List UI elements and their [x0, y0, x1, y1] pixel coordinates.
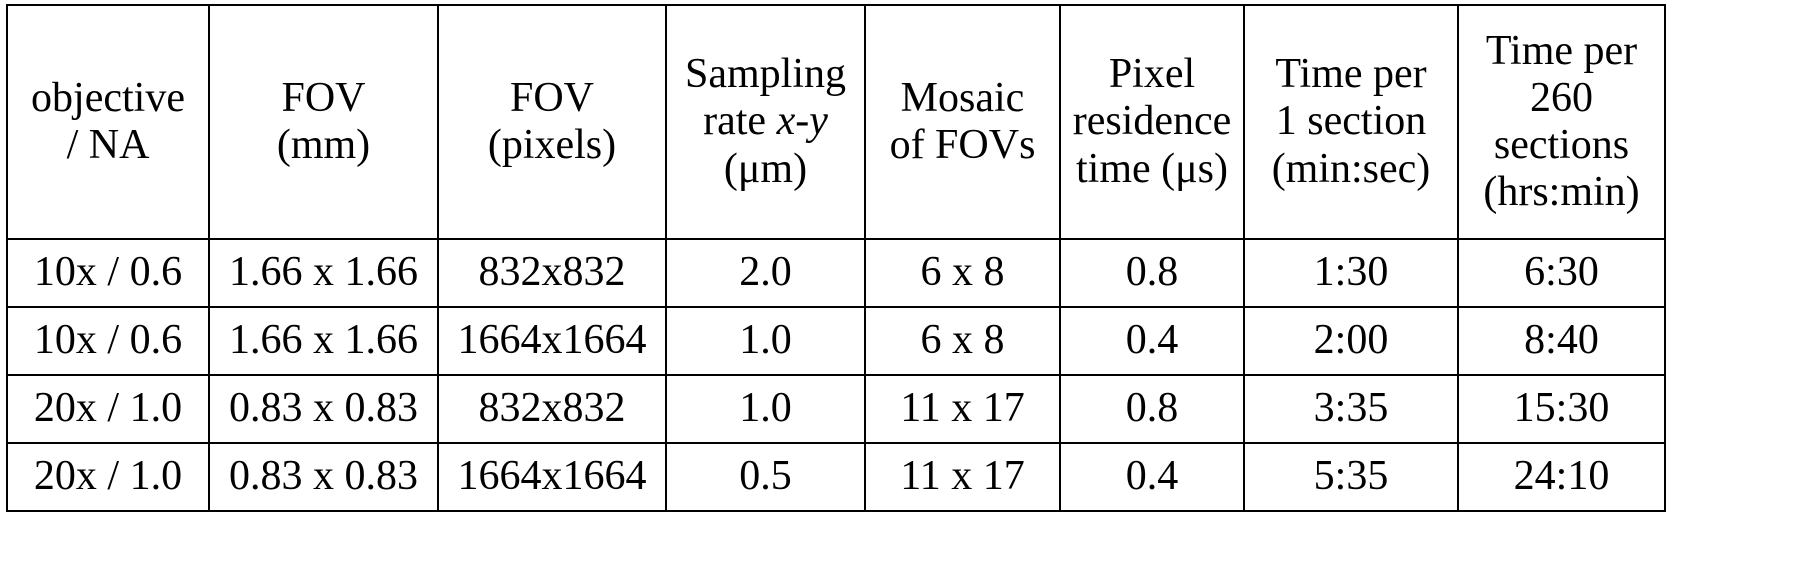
- header-line: Sampling: [667, 51, 864, 98]
- cell-pixel-residence: 0.4: [1060, 307, 1244, 375]
- header-line: (mm): [210, 122, 437, 169]
- header-time-per-260: Time per 260 sections (hrs:min): [1458, 5, 1665, 239]
- cell-time-section: 5:35: [1244, 443, 1458, 511]
- table-row: 10x / 0.6 1.66 x 1.66 832x832 2.0 6 x 8 …: [7, 239, 1665, 307]
- header-line: (pixels): [439, 122, 665, 169]
- cell-mosaic: 11 x 17: [865, 375, 1060, 443]
- header-line: rate x-y: [667, 98, 864, 145]
- header-line: (μm): [667, 146, 864, 193]
- cell-pixel-residence: 0.8: [1060, 239, 1244, 307]
- cell-time-section: 2:00: [1244, 307, 1458, 375]
- header-line: time (μs): [1061, 146, 1243, 193]
- header-row: objective / NA FOV (mm) FOV (pixels) Sam…: [7, 5, 1665, 239]
- cell-sampling-rate: 1.0: [666, 375, 865, 443]
- cell-sampling-rate: 2.0: [666, 239, 865, 307]
- cell-fov-mm: 1.66 x 1.66: [209, 239, 438, 307]
- header-line: Time per: [1459, 28, 1664, 75]
- header-time-per-section: Time per 1 section (min:sec): [1244, 5, 1458, 239]
- cell-objective: 10x / 0.6: [7, 239, 209, 307]
- header-line: 1 section: [1245, 98, 1457, 145]
- cell-time-260: 8:40: [1458, 307, 1665, 375]
- cell-fov-pixels: 832x832: [438, 375, 666, 443]
- header-mosaic: Mosaic of FOVs: [865, 5, 1060, 239]
- cell-sampling-rate: 0.5: [666, 443, 865, 511]
- header-line: Time per: [1245, 51, 1457, 98]
- cell-fov-mm: 1.66 x 1.66: [209, 307, 438, 375]
- data-table: objective / NA FOV (mm) FOV (pixels) Sam…: [6, 4, 1666, 512]
- header-line: (min:sec): [1245, 146, 1457, 193]
- header-line: FOV: [210, 75, 437, 122]
- cell-pixel-residence: 0.8: [1060, 375, 1244, 443]
- cell-time-260: 6:30: [1458, 239, 1665, 307]
- cell-time-260: 15:30: [1458, 375, 1665, 443]
- header-line: residence: [1061, 98, 1243, 145]
- cell-fov-mm: 0.83 x 0.83: [209, 375, 438, 443]
- cell-objective: 20x / 1.0: [7, 375, 209, 443]
- table-row: 10x / 0.6 1.66 x 1.66 1664x1664 1.0 6 x …: [7, 307, 1665, 375]
- header-sampling-rate: Sampling rate x-y (μm): [666, 5, 865, 239]
- table-row: 20x / 1.0 0.83 x 0.83 832x832 1.0 11 x 1…: [7, 375, 1665, 443]
- header-line: Pixel: [1061, 51, 1243, 98]
- header-line: Mosaic: [866, 75, 1059, 122]
- cell-mosaic: 6 x 8: [865, 307, 1060, 375]
- header-line: of FOVs: [866, 122, 1059, 169]
- cell-fov-pixels: 1664x1664: [438, 307, 666, 375]
- header-line: / NA: [8, 122, 208, 169]
- header-line: 260: [1459, 75, 1664, 122]
- cell-fov-mm: 0.83 x 0.83: [209, 443, 438, 511]
- header-fov-mm: FOV (mm): [209, 5, 438, 239]
- header-line: (hrs:min): [1459, 169, 1664, 216]
- cell-time-section: 1:30: [1244, 239, 1458, 307]
- header-pixel-residence: Pixel residence time (μs): [1060, 5, 1244, 239]
- cell-time-260: 24:10: [1458, 443, 1665, 511]
- cell-mosaic: 11 x 17: [865, 443, 1060, 511]
- cell-sampling-rate: 1.0: [666, 307, 865, 375]
- cell-objective: 10x / 0.6: [7, 307, 209, 375]
- header-line: objective: [8, 75, 208, 122]
- table-row: 20x / 1.0 0.83 x 0.83 1664x1664 0.5 11 x…: [7, 443, 1665, 511]
- cell-fov-pixels: 832x832: [438, 239, 666, 307]
- cell-fov-pixels: 1664x1664: [438, 443, 666, 511]
- cell-time-section: 3:35: [1244, 375, 1458, 443]
- header-line: sections: [1459, 122, 1664, 169]
- header-objective: objective / NA: [7, 5, 209, 239]
- header-line: FOV: [439, 75, 665, 122]
- header-fov-pixels: FOV (pixels): [438, 5, 666, 239]
- cell-pixel-residence: 0.4: [1060, 443, 1244, 511]
- cell-objective: 20x / 1.0: [7, 443, 209, 511]
- cell-mosaic: 6 x 8: [865, 239, 1060, 307]
